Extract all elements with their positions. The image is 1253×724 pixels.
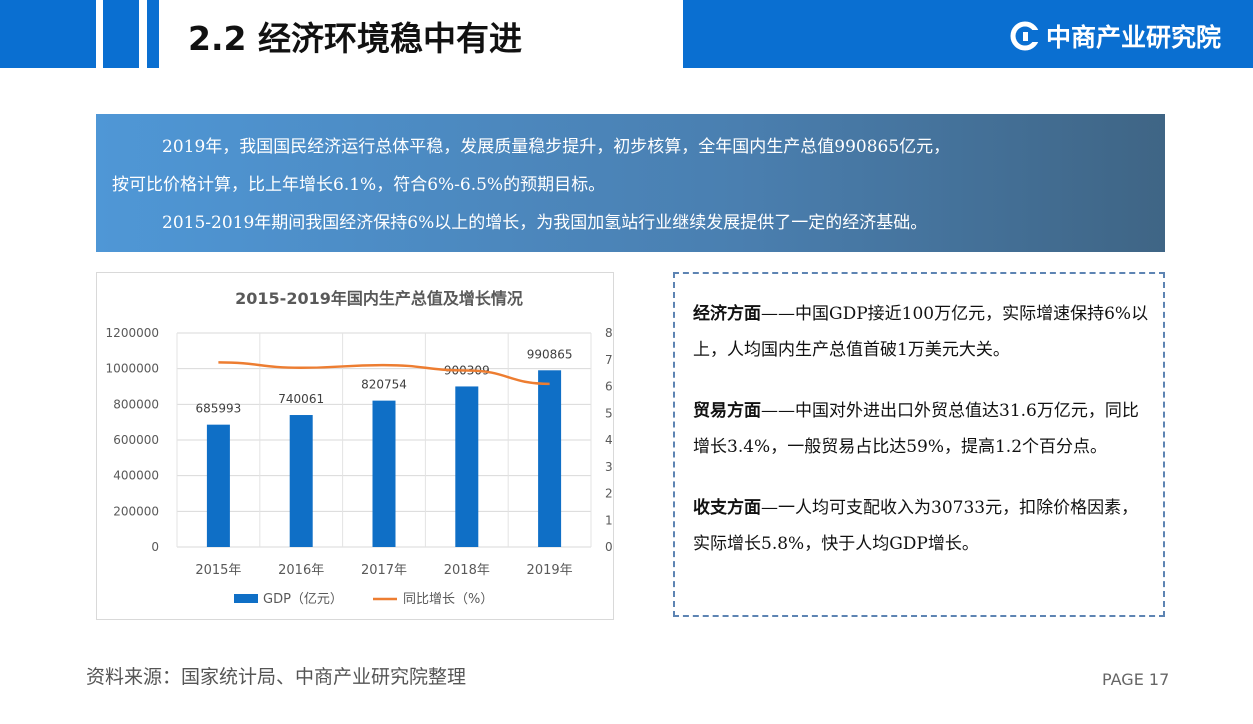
growth-line xyxy=(218,361,550,386)
y-tick-label: 1200000 xyxy=(106,326,159,340)
source-note: 资料来源：国家统计局、中商产业研究院整理 xyxy=(86,666,467,688)
chart-title: 2015-2019年国内生产总值及增长情况 xyxy=(235,289,523,308)
y-tick-label: 800000 xyxy=(113,397,159,411)
brand-mark-icon xyxy=(1010,21,1040,51)
legend-label-growth: 同比增长（%） xyxy=(403,592,493,607)
x-tick-label: 2015年 xyxy=(195,563,241,578)
summary-line-2: 按可比价格计算，比上年增长6.1%，符合6%-6.5%的预期目标。 xyxy=(112,175,606,195)
info-economy-head: 经济方面 xyxy=(693,304,761,324)
info-economy-body: ——中国GDP接近100万亿元，实际增速保持6%以上，人均国内生产总值首破1万美… xyxy=(693,304,1149,360)
x-tick-label: 2016年 xyxy=(278,563,324,578)
x-tick-label: 2019年 xyxy=(527,563,573,578)
x-tick-label: 2018年 xyxy=(444,563,490,578)
y-tick-label: 0 xyxy=(151,540,159,554)
header-block-1 xyxy=(0,0,96,68)
y2-tick-label: 7% xyxy=(605,353,613,367)
info-trade-body: ——中国对外进出口外贸总值达31.6万亿元，同比增长3.4%，一般贸易占比达59… xyxy=(693,401,1139,457)
info-income-head: 收支方面 xyxy=(693,498,761,518)
header-bar: 中商产业研究院 xyxy=(683,0,1253,68)
bar-gdp xyxy=(538,370,562,547)
y2-tick-label: 6% xyxy=(605,380,613,394)
y2-tick-label: 2% xyxy=(605,487,613,501)
y2-tick-label: 3% xyxy=(605,460,613,474)
legend-label-gdp: GDP（亿元） xyxy=(263,592,343,607)
y2-tick-label: 5% xyxy=(605,406,613,420)
info-income-body: —一人均可支配收入为30733元，扣除价格因素，实际增长5.8%，快于人均GDP… xyxy=(693,498,1139,554)
bar-data-label: 990865 xyxy=(527,347,573,361)
page-number: PAGE 17 xyxy=(1102,670,1170,689)
y2-tick-label: 8% xyxy=(605,326,613,340)
summary-line-3: 2015-2019年期间我国经济保持6%以上的增长，为我国加氢站行业继续发展提供… xyxy=(162,213,928,233)
info-economy: 经济方面——中国GDP接近100万亿元，实际增速保持6%以上，人均国内生产总值首… xyxy=(693,296,1149,368)
header-block-3 xyxy=(147,0,159,68)
y2-tick-label: 0% xyxy=(605,540,613,554)
info-trade-head: 贸易方面 xyxy=(693,401,761,421)
bar-gdp xyxy=(289,415,313,547)
bar-gdp xyxy=(455,386,479,547)
bar-data-label: 740061 xyxy=(278,392,324,406)
y2-tick-label: 1% xyxy=(605,513,613,527)
brand-name: 中商产业研究院 xyxy=(1045,23,1221,52)
y-tick-label: 200000 xyxy=(113,504,159,518)
info-panel: 经济方面——中国GDP接近100万亿元，实际增速保持6%以上，人均国内生产总值首… xyxy=(673,272,1165,617)
x-tick-label: 2017年 xyxy=(361,563,407,578)
legend-swatch-gdp xyxy=(234,594,258,603)
gdp-chart-svg: 2015-2019年国内生产总值及增长情况 0 200000 400000 600000… xyxy=(106,289,613,607)
bar-gdp xyxy=(372,400,396,547)
y2-tick-label: 4% xyxy=(605,433,613,447)
y-tick-label: 600000 xyxy=(113,433,159,447)
bar-data-label: 685993 xyxy=(195,402,241,416)
header-block-2 xyxy=(103,0,139,68)
bar-gdp xyxy=(206,424,230,547)
summary-line-1: 2019年，我国国民经济运行总体平稳，发展质量稳步提升，初步核算，全年国内生产总… xyxy=(162,137,951,157)
summary-banner: 2019年，我国国民经济运行总体平稳，发展质量稳步提升，初步核算，全年国内生产总… xyxy=(96,114,1165,252)
brand-logo: 中商产业研究院 xyxy=(1010,18,1221,54)
info-income: 收支方面—一人均可支配收入为30733元，扣除价格因素，实际增长5.8%，快于人… xyxy=(693,490,1149,562)
y-tick-label: 400000 xyxy=(113,469,159,483)
bar-data-label: 820754 xyxy=(361,378,407,392)
info-trade: 贸易方面——中国对外进出口外贸总值达31.6万亿元，同比增长3.4%，一般贸易占… xyxy=(693,393,1149,465)
page-title: 2.2 经济环境稳中有进 xyxy=(188,19,522,58)
y-tick-label: 1000000 xyxy=(106,362,159,376)
gdp-chart: 2015-2019年国内生产总值及增长情况 0 200000 400000 600000… xyxy=(96,272,614,620)
